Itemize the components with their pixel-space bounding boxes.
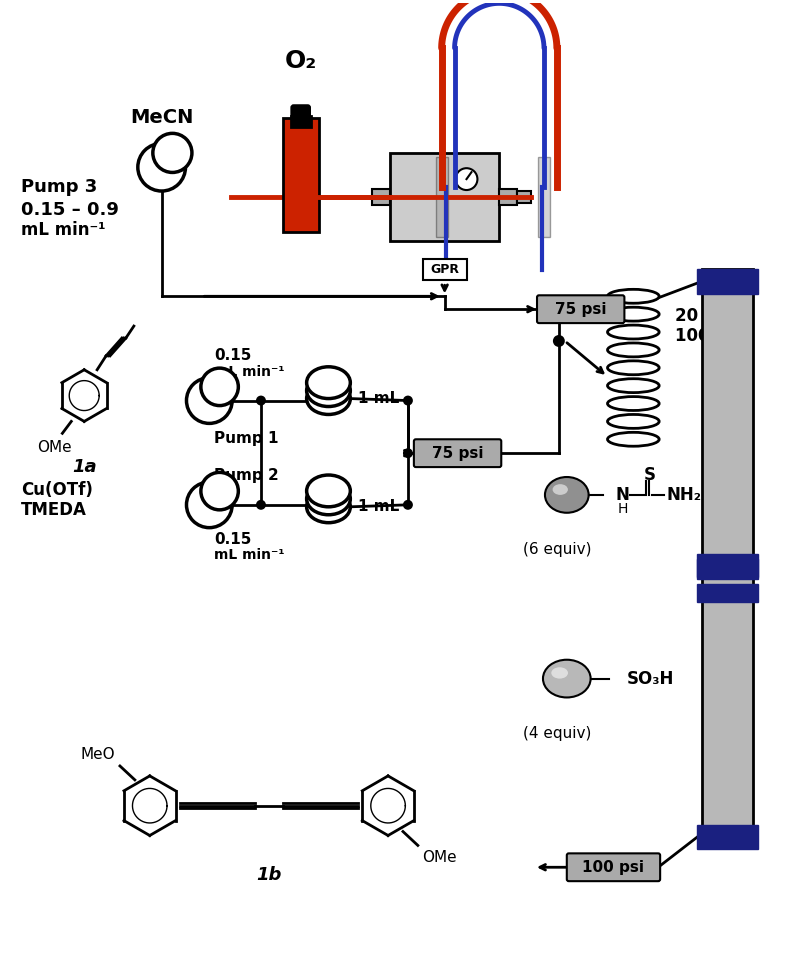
Ellipse shape [607,325,659,339]
Ellipse shape [607,378,659,393]
Ellipse shape [607,432,659,446]
Text: 100 psi: 100 psi [583,859,645,875]
Circle shape [187,482,232,528]
Text: 1a: 1a [72,458,97,476]
Circle shape [553,335,565,347]
Text: 1b: 1b [256,866,282,884]
Text: Cu(OTf): Cu(OTf) [21,481,93,499]
Bar [499,189,517,205]
Ellipse shape [306,483,350,514]
Circle shape [201,472,238,510]
Text: N: N [615,486,630,504]
Text: Pump 3: Pump 3 [21,178,97,196]
Text: NH₂: NH₂ [666,486,701,504]
Circle shape [138,144,186,191]
Ellipse shape [607,308,659,321]
Circle shape [403,500,413,510]
Text: mL min⁻¹: mL min⁻¹ [21,220,105,239]
Text: 1 mL: 1 mL [358,391,399,406]
Bar [697,559,758,578]
Bar [291,116,310,127]
Text: 0.15: 0.15 [214,532,252,547]
Bar [517,191,531,203]
Text: OMe: OMe [422,850,457,865]
Bar [697,825,758,850]
Text: TMEDA: TMEDA [21,501,87,519]
Text: GPR: GPR [430,263,459,276]
Bar [697,584,758,603]
Text: OMe: OMe [37,440,71,455]
Text: 1 mL: 1 mL [358,499,399,514]
Text: O₂: O₂ [284,49,317,73]
FancyBboxPatch shape [414,440,501,468]
Text: mL min⁻¹: mL min⁻¹ [214,549,285,562]
Circle shape [187,377,232,423]
Bar [702,269,754,842]
FancyBboxPatch shape [291,105,310,120]
Bar [697,555,758,580]
Text: 0.15 – 0.9: 0.15 – 0.9 [21,201,118,218]
Text: Pump 1: Pump 1 [214,431,279,445]
Text: mL min⁻¹: mL min⁻¹ [214,365,285,378]
Bar [390,153,499,240]
Text: SO₃H: SO₃H [626,670,674,688]
FancyBboxPatch shape [537,295,624,323]
Ellipse shape [306,490,350,523]
Bar [697,269,758,294]
Text: MeCN: MeCN [130,108,194,127]
Text: H: H [617,502,627,515]
Circle shape [256,500,266,510]
Circle shape [403,396,413,405]
Text: 75 psi: 75 psi [555,302,607,317]
Text: 0.15: 0.15 [214,349,252,363]
Text: 75 psi: 75 psi [432,445,484,461]
Ellipse shape [306,375,350,406]
Ellipse shape [551,668,568,678]
Ellipse shape [543,660,591,697]
Text: 20 mL: 20 mL [675,308,732,325]
Text: MeO: MeO [81,746,115,762]
Circle shape [201,368,238,405]
Ellipse shape [607,343,659,357]
Bar [436,157,448,237]
Ellipse shape [553,484,568,495]
Text: S: S [644,466,656,484]
Bar [538,157,550,237]
Circle shape [456,169,477,190]
Circle shape [152,133,192,172]
Text: Pump 2: Pump 2 [214,468,279,483]
Text: (6 equiv): (6 equiv) [522,542,591,557]
Text: 100 °C: 100 °C [675,327,736,345]
Ellipse shape [545,477,588,513]
Ellipse shape [607,397,659,410]
Ellipse shape [306,475,350,507]
Bar [372,189,390,205]
Text: (4 equiv): (4 equiv) [522,726,591,741]
Ellipse shape [306,367,350,399]
Bar [283,118,318,232]
Circle shape [403,448,413,458]
Ellipse shape [607,415,659,428]
Bar [423,259,467,281]
Ellipse shape [607,361,659,375]
FancyBboxPatch shape [567,854,660,881]
Circle shape [256,396,266,405]
Ellipse shape [607,289,659,304]
Ellipse shape [306,382,350,415]
